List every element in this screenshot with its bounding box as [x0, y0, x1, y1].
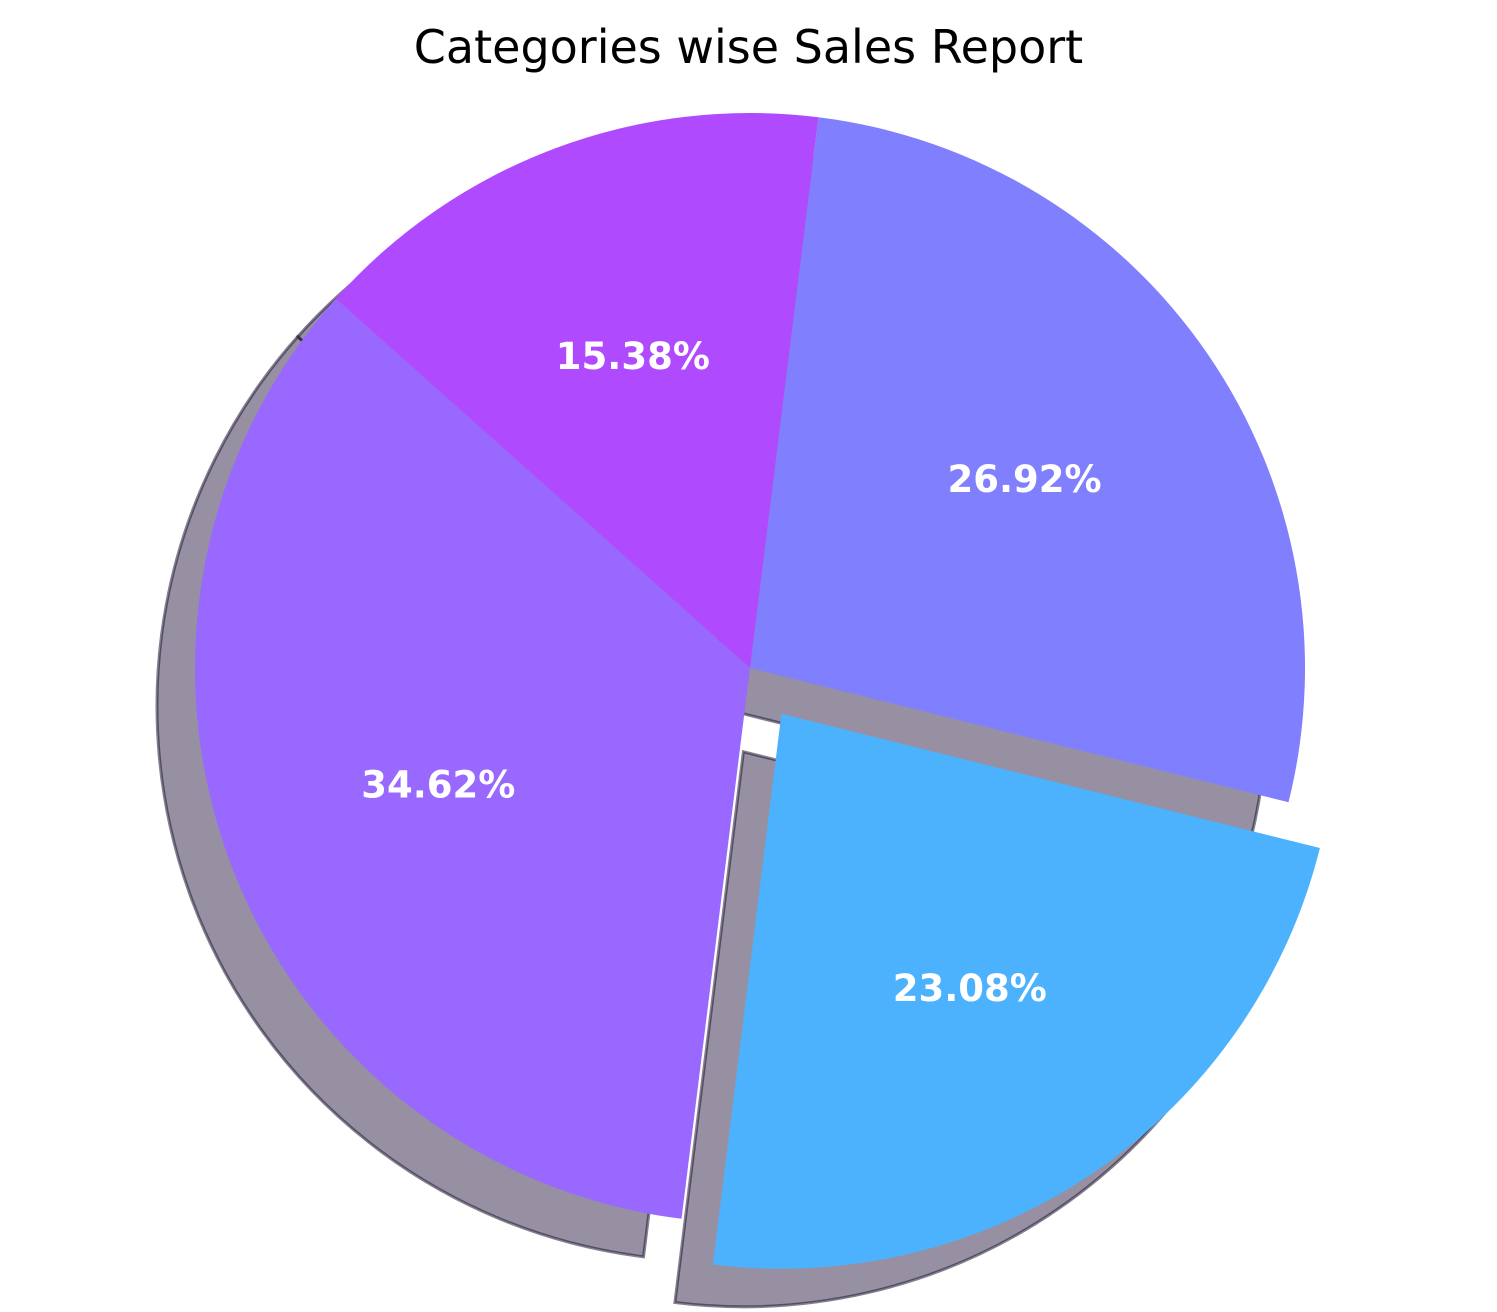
- pie-slice: [335, 112, 819, 668]
- chart-title: Categories wise Sales Report: [413, 20, 1084, 74]
- slice-percentage-label: 26.92%: [948, 458, 1102, 501]
- pie-slice-layer: [195, 112, 1320, 1269]
- slice-percentage-label: 34.62%: [361, 764, 515, 807]
- pie-label-layer: 26.92% 15.38% 34.62% 23.08%: [361, 335, 1101, 1010]
- slice-percentage-label: 23.08%: [893, 967, 1047, 1010]
- slice-percentage-label: 15.38%: [556, 335, 710, 378]
- pie-slice: [750, 117, 1305, 803]
- pie-slice: [712, 713, 1320, 1269]
- pie-slice: [195, 298, 751, 1219]
